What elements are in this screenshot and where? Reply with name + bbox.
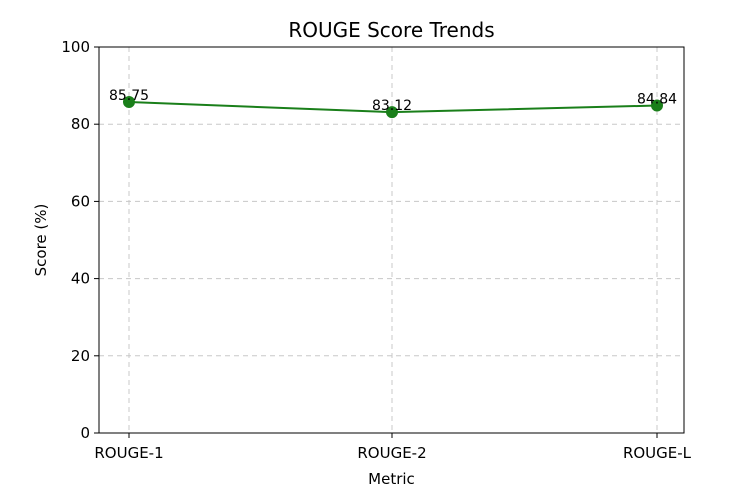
- axis-ticks: [94, 46, 658, 438]
- y-tick-label: 0: [80, 424, 90, 442]
- x-tick-label: ROUGE-1: [94, 444, 163, 462]
- data-point-marker: [651, 99, 663, 112]
- data-point-label: 85.75: [109, 88, 149, 104]
- data-point-label: 83.12: [372, 98, 412, 114]
- data-markers: [123, 96, 663, 119]
- x-tick-label: ROUGE-L: [623, 444, 692, 462]
- data-point-label: 84.84: [637, 92, 677, 108]
- data-point-marker: [386, 106, 398, 119]
- y-tick-label: 60: [71, 192, 90, 210]
- y-tick-label: 80: [71, 115, 90, 133]
- data-point-marker: [123, 96, 135, 109]
- y-tick-label: 100: [61, 38, 90, 56]
- x-tick-label: ROUGE-2: [357, 444, 426, 462]
- data-labels: 85.75 83.12 84.84: [109, 88, 677, 114]
- x-axis-title: Metric: [368, 470, 415, 488]
- chart-title: ROUGE Score Trends: [288, 18, 494, 42]
- y-tick-label: 20: [71, 347, 90, 365]
- y-axis-title: Score (%): [32, 204, 50, 277]
- y-tick-label: 40: [71, 270, 90, 288]
- tick-labels: ROUGE-1 ROUGE-2 ROUGE-L 0 20 40 60 80 100: [61, 38, 691, 462]
